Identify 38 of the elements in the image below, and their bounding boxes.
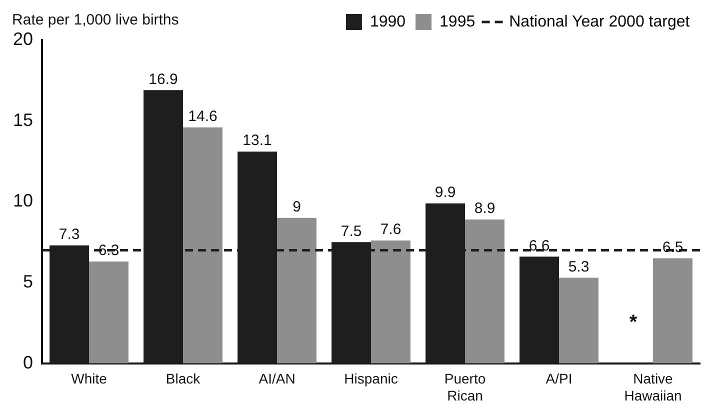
data-label: 6.5 xyxy=(662,238,684,256)
legend-label: National Year 2000 target xyxy=(509,13,690,30)
data-label: 9.9 xyxy=(434,184,456,201)
y-axis-title: Rate per 1,000 live births xyxy=(12,12,179,29)
bar xyxy=(653,258,692,364)
bar xyxy=(559,278,598,364)
legend-label: 1995 xyxy=(440,13,476,30)
x-tick-label: AI/AN xyxy=(258,370,296,387)
bar xyxy=(520,256,560,364)
legend-label: 1990 xyxy=(370,13,406,30)
bar xyxy=(89,262,128,364)
data-label: 7.6 xyxy=(380,221,402,238)
x-tick-label: A/PI xyxy=(546,370,572,387)
bar xyxy=(277,218,316,364)
data-label: 14.6 xyxy=(188,108,218,125)
data-label: 9 xyxy=(292,198,301,216)
y-tick-label: 5 xyxy=(23,272,34,292)
x-tick-label: Hispanic xyxy=(344,370,398,387)
data-label: 8.9 xyxy=(474,200,496,218)
y-tick-label: 0 xyxy=(23,352,34,372)
annotation: * xyxy=(629,311,638,334)
data-label: 13.1 xyxy=(242,132,272,150)
data-label: 7.3 xyxy=(58,226,80,243)
data-label: 16.9 xyxy=(148,70,178,88)
bar xyxy=(465,219,504,364)
x-tick-label: Puerto Rican xyxy=(444,370,486,404)
data-label: 7.5 xyxy=(340,222,362,240)
x-tick-label: Black xyxy=(166,370,202,387)
data-label: 5.3 xyxy=(568,258,590,276)
y-tick-label: 20 xyxy=(12,28,34,49)
x-tick-label: Native Hawaiian xyxy=(624,370,682,404)
y-tick-label: 10 xyxy=(12,190,34,211)
x-tick-label: White xyxy=(71,370,108,387)
bar xyxy=(371,240,410,364)
y-tick-label: 15 xyxy=(12,110,34,130)
bar xyxy=(183,127,222,364)
data-label: 6.3 xyxy=(98,242,120,260)
data-label: 6.6 xyxy=(528,237,550,254)
